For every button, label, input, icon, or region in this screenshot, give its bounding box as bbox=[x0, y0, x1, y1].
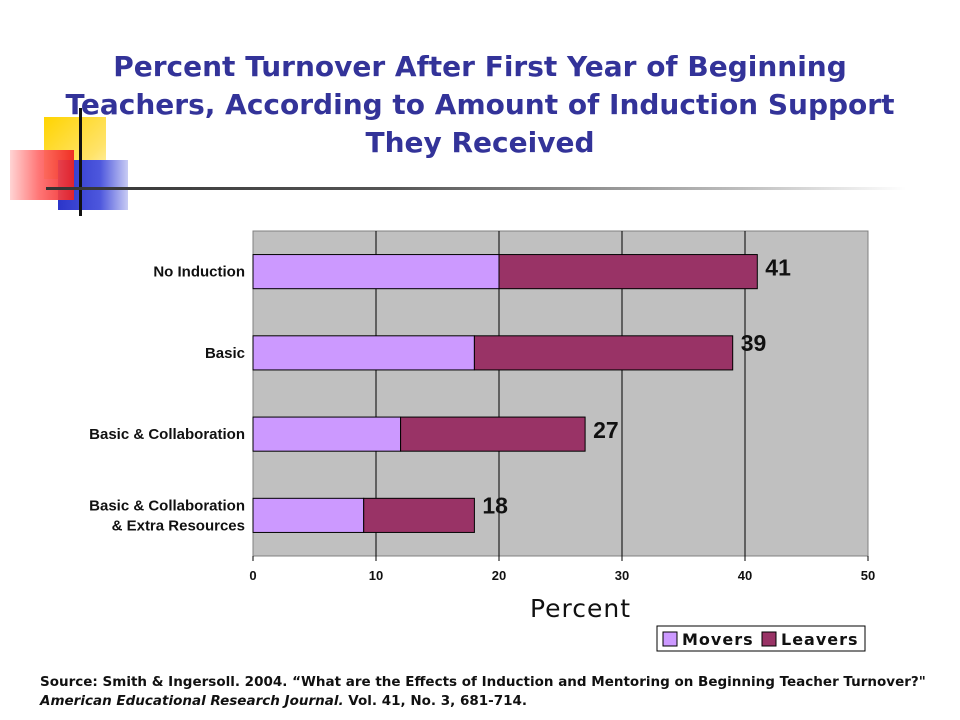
x-tick-label-10: 10 bbox=[369, 568, 383, 583]
legend-label-movers: Movers bbox=[682, 630, 754, 649]
data-label-4: 18 bbox=[482, 492, 508, 518]
x-axis: 0 10 20 30 40 50 bbox=[249, 556, 875, 583]
category-labels: No Induction Basic Basic & Collaboration Ba… bbox=[89, 264, 245, 535]
data-label-3: 27 bbox=[593, 417, 619, 443]
category-label-3: Basic & Collaboration bbox=[89, 426, 245, 443]
category-label-2: Basic bbox=[205, 345, 245, 362]
bar-leavers-3 bbox=[400, 416, 586, 452]
decor-vertical-line bbox=[79, 108, 82, 216]
x-tick-label-0: 0 bbox=[249, 568, 256, 583]
x-tick-label-50: 50 bbox=[861, 568, 875, 583]
source-journal: American Educational Research Journal. bbox=[40, 693, 344, 709]
legend-swatch-movers bbox=[662, 631, 678, 647]
category-label-1: No Induction bbox=[153, 264, 245, 281]
bars bbox=[252, 254, 758, 533]
legend-label-leavers: Leavers bbox=[781, 630, 859, 649]
bar-leavers-4 bbox=[363, 497, 475, 533]
legend-box bbox=[656, 625, 866, 652]
bar-movers-1 bbox=[252, 254, 500, 290]
legend-swatch-leavers bbox=[761, 631, 777, 647]
x-tick-label-40: 40 bbox=[738, 568, 752, 583]
legend: Movers Leavers bbox=[656, 625, 866, 652]
category-label-4-line-2: & Extra Resources bbox=[112, 517, 245, 534]
data-label-1: 41 bbox=[765, 255, 791, 281]
source-suffix: Vol. 41, No. 3, 681-714. bbox=[343, 693, 528, 709]
data-labels: 41 39 27 18 bbox=[482, 255, 791, 519]
category-label-4-line-1: Basic & Collaboration bbox=[89, 497, 245, 514]
source-citation: Source: Smith & Ingersoll. 2004. “What a… bbox=[40, 673, 940, 711]
data-label-2: 39 bbox=[741, 330, 767, 356]
bar-movers-4 bbox=[252, 497, 365, 533]
source-prefix: Source: Smith & Ingersoll. 2004. “What a… bbox=[40, 674, 926, 690]
bar-leavers-1 bbox=[498, 254, 758, 290]
slide-title: Percent Turnover After First Year of Beg… bbox=[65, 50, 895, 159]
x-tick-label-30: 30 bbox=[615, 568, 629, 583]
x-axis-title: Percent bbox=[530, 594, 631, 623]
decor-red-square bbox=[10, 150, 74, 200]
decor-horizontal-line bbox=[46, 187, 906, 190]
x-tick-label-20: 20 bbox=[492, 568, 506, 583]
bar-movers-3 bbox=[252, 416, 402, 452]
bar-movers-2 bbox=[252, 335, 475, 371]
bar-leavers-2 bbox=[473, 335, 734, 371]
